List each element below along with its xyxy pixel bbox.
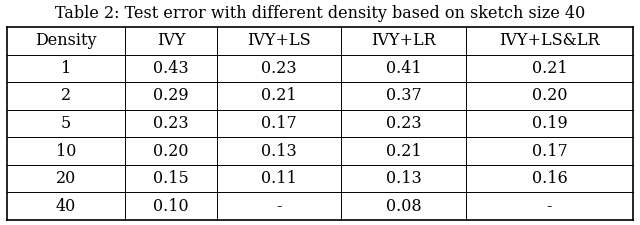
- Text: 10: 10: [56, 143, 76, 160]
- Text: IVY+LS: IVY+LS: [247, 32, 311, 49]
- Text: 1: 1: [61, 60, 71, 77]
- Text: 0.11: 0.11: [261, 170, 297, 187]
- Text: 0.23: 0.23: [386, 115, 421, 132]
- Text: 0.29: 0.29: [154, 88, 189, 104]
- Text: 0.17: 0.17: [532, 143, 567, 160]
- Text: 0.41: 0.41: [386, 60, 421, 77]
- Text: 0.21: 0.21: [532, 60, 567, 77]
- Text: 0.21: 0.21: [261, 88, 297, 104]
- Text: -: -: [547, 198, 552, 215]
- Text: 20: 20: [56, 170, 76, 187]
- Text: 0.10: 0.10: [154, 198, 189, 215]
- Text: IVY+LS&LR: IVY+LS&LR: [499, 32, 600, 49]
- Text: 0.16: 0.16: [532, 170, 567, 187]
- Text: 0.15: 0.15: [153, 170, 189, 187]
- Text: 0.23: 0.23: [261, 60, 297, 77]
- Text: 40: 40: [56, 198, 76, 215]
- Text: 0.13: 0.13: [386, 170, 422, 187]
- Text: Density: Density: [35, 32, 97, 49]
- Text: IVY: IVY: [157, 32, 186, 49]
- Text: 0.13: 0.13: [261, 143, 297, 160]
- Text: IVY+LR: IVY+LR: [371, 32, 436, 49]
- Text: 0.20: 0.20: [532, 88, 567, 104]
- Text: 0.08: 0.08: [386, 198, 421, 215]
- Text: 0.23: 0.23: [154, 115, 189, 132]
- Text: 0.19: 0.19: [532, 115, 567, 132]
- Text: 5: 5: [61, 115, 71, 132]
- Text: 0.21: 0.21: [386, 143, 421, 160]
- Text: 0.17: 0.17: [261, 115, 297, 132]
- Text: Table 2: Test error with different density based on sketch size 40: Table 2: Test error with different densi…: [55, 4, 585, 22]
- Text: 0.20: 0.20: [154, 143, 189, 160]
- Text: 2: 2: [61, 88, 71, 104]
- Text: -: -: [276, 198, 282, 215]
- Text: 0.37: 0.37: [386, 88, 422, 104]
- Text: 0.43: 0.43: [154, 60, 189, 77]
